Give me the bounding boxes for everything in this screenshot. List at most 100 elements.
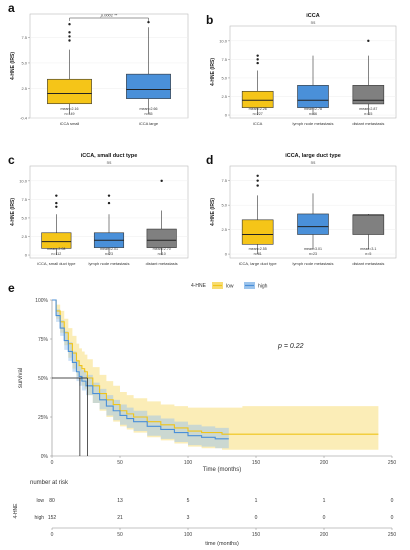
km-ytick-label: 75% [38,337,49,343]
box-b-1 [241,90,274,108]
risk-xtick-label: 50 [117,532,123,538]
panel-b-category-label: distant metastasis [352,121,384,126]
box-outlier [160,179,163,183]
panel-c-ytick-label: 10.0 [19,178,28,183]
box-d-1 [241,219,274,245]
significance-bracket [69,17,149,21]
panel-d-title: iCCA, large duct type [285,153,341,159]
box-outlier [256,179,259,182]
legend-label-high: high [258,284,268,290]
panel-c-ytick-label: 0 [25,253,28,258]
box-annotation: mean=2.78 [304,107,322,111]
panel-d-category-label: distant metastasis [352,261,384,266]
box-outlier [256,184,259,187]
km-ytick-label: 50% [38,376,49,382]
box-d-3 [352,214,385,235]
panel-c-subtitle: ns [107,160,113,165]
box-annotation: n=46 [309,112,317,116]
box-outlier [107,201,111,205]
box-outlier [55,194,58,197]
risk-table-xlabel: time (months) [205,541,239,547]
km-xtick-label: 100 [184,460,193,466]
risk-value: 1 [323,498,326,504]
risk-value: 152 [48,515,57,521]
km-xtick-label: 150 [252,460,261,466]
box-outlier [55,205,58,209]
box-annotation: mean=2.55 [249,247,267,251]
panel-d-ytick-label: 5.0 [221,203,227,208]
risk-table-ylabel: 4-HNE [13,503,19,519]
box-outlier [256,61,259,65]
box-outlier [367,39,370,43]
panel-b-subtitle: ns [311,20,317,25]
panel-c-ytick-label: 2.5 [21,234,27,239]
risk-value: 1 [255,498,258,504]
km-xtick-label: 0 [51,460,54,466]
risk-value: 0 [391,515,394,521]
risk-xtick-label: 150 [252,532,261,538]
risk-row-label-low: low [36,498,44,504]
panel-d-ytick-label: 0 [225,252,228,257]
risk-xtick-label: 0 [51,532,54,538]
panel-b-ytick-label: 0 [225,113,228,118]
box-annotation: mean=3.01 [304,247,322,251]
km-ytick-label: 25% [38,415,49,421]
panel-a-ytick-label: 2.5 [21,86,27,91]
box-c-3 [146,228,177,248]
panel-b-ytick-label: 10.0 [219,38,228,43]
panel-a-ytick-label: 7.5 [21,35,27,40]
panel-b-ytick-label: 7.5 [221,57,227,62]
panel-e-letter: e [8,281,15,295]
box-annotation: mean=2.08 [47,247,65,251]
risk-xtick-label: 250 [388,532,397,538]
box-c-1 [41,232,72,249]
panel-a-category-label: iCCA large [139,121,159,126]
panel-b-ytick-label: 2.5 [221,94,227,99]
box-outlier [256,58,259,61]
box-b-2 [297,85,329,108]
km-xtick-label: 50 [117,460,123,466]
panel-c-category-label: distant metastasis [146,261,178,266]
km-curve-high [52,299,229,440]
box-annotation: n=149 [64,112,74,116]
risk-value: 0 [391,498,394,504]
risk-value: 0 [255,515,258,521]
panel-c-category-label: iCCA, small duct type [37,261,76,266]
panel-c-category-label: lymph node metastasis [89,261,130,266]
panel-b-letter: b [206,13,213,27]
box-a-2 [126,73,171,99]
panel-b-category-label: iCCA [253,121,263,126]
panel-c-ytick-label: 5.0 [21,215,27,220]
panel-c-ytick-label: 7.5 [21,197,27,202]
box-outlier [107,194,111,197]
box-annotation: mean=2.70 [153,247,171,251]
box-annotation: mean=2.66 [139,107,157,111]
panel-d-subtitle: ns [311,160,317,165]
panel-c-title: iCCA, small duct type [81,153,138,159]
km-pvalue: p = 0.22 [277,343,304,350]
box-annotation: mean=2.01 [100,247,118,251]
box-annotation: n=15 [364,112,372,116]
km-ylabel: survival [18,368,24,388]
box-annotation: n=10 [158,252,166,256]
legend-label-low: low [226,284,234,290]
panel-d-ytick-label: 2.5 [221,227,227,232]
panel-d-category-label: iCCA, large duct type [239,261,278,266]
box-outlier [68,22,71,26]
km-xtick-label: 200 [320,460,329,466]
panel-a-ylabel: 4-HNE (IRS) [10,52,16,80]
km-xtick-label: 250 [388,460,397,466]
panel-b-category-label: lymph node metastasis [293,121,334,126]
panel-b-title: iCCA [306,13,319,19]
panel-a-ytick-label: -0.4 [20,116,28,121]
panel-a-ytick-label: 5.0 [21,60,27,65]
risk-value: 5 [187,498,190,504]
box-outlier [55,201,58,205]
panel-c-ylabel: 4-HNE (IRS) [10,198,16,226]
box-annotation: mean=2.16 [60,107,78,111]
risk-value: 80 [49,498,55,504]
risk-value: 3 [187,515,190,521]
box-annotation: mean=3.1 [360,247,376,251]
box-outlier [256,54,259,57]
